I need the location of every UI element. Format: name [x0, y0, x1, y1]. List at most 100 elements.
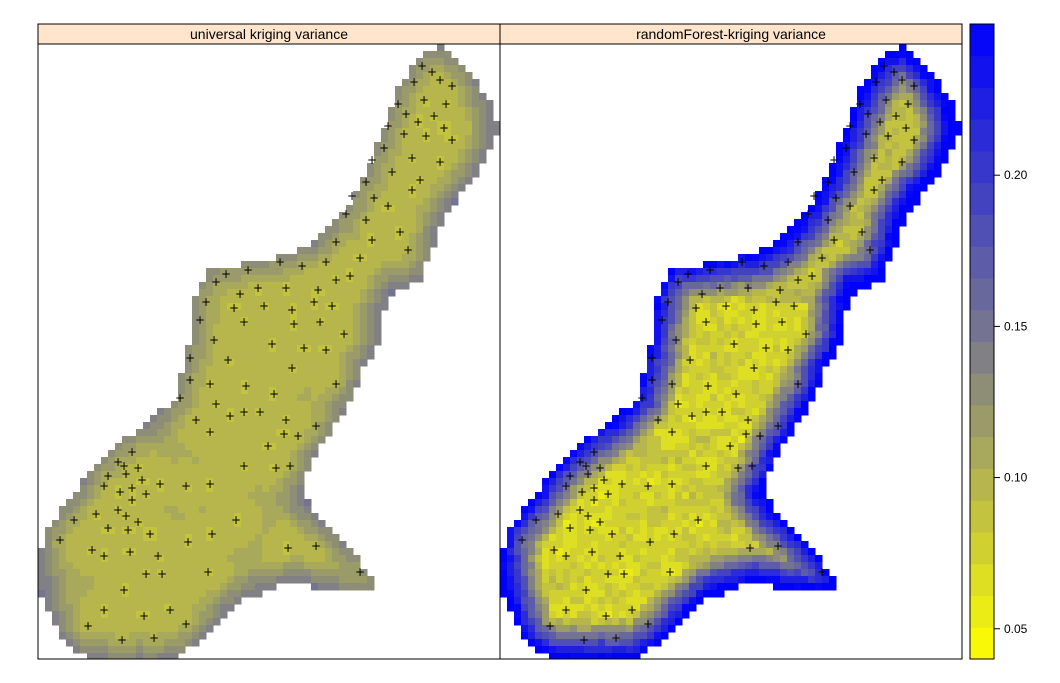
map-cell — [584, 513, 592, 521]
map-cell — [892, 184, 900, 192]
map-cell — [73, 534, 81, 542]
map-cell — [906, 79, 914, 87]
sample-point: + — [191, 413, 201, 427]
map-cell — [318, 247, 326, 255]
map-cell — [619, 485, 627, 493]
map-cell — [654, 590, 662, 598]
map-cell — [759, 394, 767, 402]
map-cell — [458, 93, 466, 101]
map-cell — [304, 289, 312, 297]
map-cell — [605, 590, 613, 598]
map-cell — [598, 639, 606, 647]
map-cell — [591, 520, 599, 528]
map-cell — [794, 352, 802, 360]
map-cell — [738, 576, 746, 584]
map-cell — [136, 478, 144, 486]
map-cell — [311, 289, 319, 297]
map-cell — [871, 114, 879, 122]
map-cell — [941, 107, 949, 115]
map-cell — [773, 583, 781, 591]
map-cell — [906, 86, 914, 94]
map-cell — [710, 289, 718, 297]
map-cell — [206, 401, 214, 409]
map-cell — [731, 275, 739, 283]
sample-point: + — [141, 567, 151, 581]
map-cell — [773, 415, 781, 423]
sample-point: + — [153, 549, 163, 563]
map-cell — [668, 485, 676, 493]
strip-title-uk: universal kriging variance — [190, 26, 348, 42]
map-cell — [661, 604, 669, 612]
map-cell — [311, 254, 319, 262]
map-cell — [934, 93, 942, 101]
map-cell — [787, 296, 795, 304]
map-cell — [122, 597, 130, 605]
map-cell — [437, 212, 445, 220]
map-cell — [675, 611, 683, 619]
map-cell — [731, 282, 739, 290]
map-cell — [283, 527, 291, 535]
map-cell — [297, 576, 305, 584]
map-cell — [339, 261, 347, 269]
map-cell — [276, 401, 284, 409]
map-cell — [171, 401, 179, 409]
map-cell — [619, 443, 627, 451]
map-cell — [794, 296, 802, 304]
map-cell — [430, 107, 438, 115]
map-cell — [269, 331, 277, 339]
map-cell — [45, 548, 53, 556]
map-cell — [689, 513, 697, 521]
map-cell — [843, 233, 851, 241]
map-cell — [808, 282, 816, 290]
sample-point: + — [181, 617, 191, 631]
sample-point: + — [419, 93, 429, 107]
map-cell — [675, 331, 683, 339]
map-cell — [374, 261, 382, 269]
colorbar-level — [970, 151, 994, 184]
map-cell — [780, 240, 788, 248]
map-cell — [430, 65, 438, 73]
map-cell — [787, 226, 795, 234]
map-cell — [262, 338, 270, 346]
map-cell — [185, 415, 193, 423]
map-cell — [227, 485, 235, 493]
map-cell — [689, 429, 697, 437]
map-cell — [626, 506, 634, 514]
map-cell — [556, 597, 564, 605]
map-cell — [332, 541, 340, 549]
map-cell — [829, 247, 837, 255]
map-cell — [206, 478, 214, 486]
map-cell — [115, 646, 123, 654]
map-cell — [304, 401, 312, 409]
map-cell — [584, 646, 592, 654]
map-cell — [451, 121, 459, 129]
map-cell — [500, 583, 508, 591]
map-cell — [780, 520, 788, 528]
map-cell — [619, 639, 627, 647]
map-cell — [283, 303, 291, 311]
map-cell — [87, 562, 95, 570]
map-cell — [255, 373, 263, 381]
map-cell — [129, 450, 137, 458]
map-cell — [535, 618, 543, 626]
map-cell — [80, 492, 88, 500]
map-cell — [220, 548, 228, 556]
map-cell — [136, 576, 144, 584]
map-cell — [416, 226, 424, 234]
map-cell — [360, 240, 368, 248]
map-cell — [136, 653, 144, 659]
map-cell — [710, 520, 718, 528]
map-cell — [745, 366, 753, 374]
map-cell — [682, 359, 690, 367]
sample-point: + — [745, 541, 755, 555]
map-cell — [584, 639, 592, 647]
map-cell — [276, 443, 284, 451]
map-cell — [437, 170, 445, 178]
map-cell — [206, 303, 214, 311]
map-cell — [724, 408, 732, 416]
sample-point: + — [603, 567, 613, 581]
map-cell — [269, 338, 277, 346]
map-cell — [192, 296, 200, 304]
sample-point: + — [263, 439, 273, 453]
map-cell — [192, 513, 200, 521]
